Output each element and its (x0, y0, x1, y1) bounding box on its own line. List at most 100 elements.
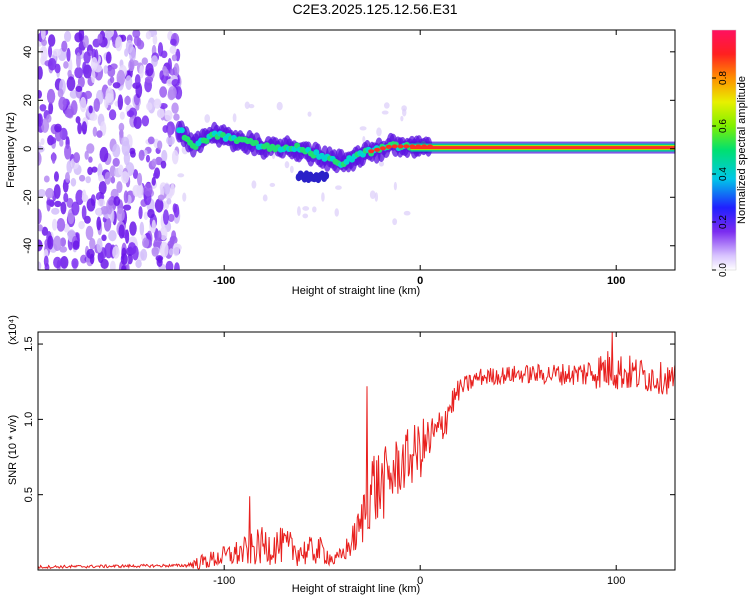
noise-blob (89, 112, 98, 121)
noise-blob (53, 171, 59, 182)
noise-blob (130, 150, 136, 158)
noise-blob (151, 158, 157, 168)
noise-blob (79, 96, 87, 113)
noise-blob (169, 68, 175, 76)
noise-blob (145, 62, 154, 77)
noise-blob (123, 190, 129, 204)
noise-blob (129, 221, 137, 236)
noise-blob (170, 183, 175, 196)
noise-blob (143, 183, 153, 197)
noise-blob (334, 208, 339, 217)
noise-blob (81, 189, 87, 202)
noise-blob (174, 262, 180, 270)
noise-blob (159, 241, 169, 258)
snr-y-multiplier: (x10⁴) (7, 315, 19, 345)
noise-blob (38, 189, 46, 198)
ridge-core (203, 138, 210, 145)
noise-blob (248, 103, 255, 109)
noise-blob (297, 206, 301, 217)
ridge-peak (427, 144, 433, 149)
noise-blob (154, 198, 164, 213)
ridge-peak (415, 144, 422, 149)
noise-blob (289, 165, 294, 174)
noise-blob (312, 206, 317, 213)
noise-blob (163, 68, 169, 77)
noise-blob (400, 115, 404, 122)
noise-blob (119, 111, 125, 120)
noise-blob (83, 51, 91, 64)
noise-blob (82, 35, 89, 48)
colorbar (712, 30, 736, 270)
snr-chart: -100 0 100 0.5 1.0 1.5 Height of straight lin… (7, 315, 676, 595)
noise-blob (81, 205, 87, 220)
noise-blob (51, 207, 60, 215)
noise-blob (128, 59, 135, 72)
noise-blob (140, 248, 148, 261)
noise-blob (57, 88, 64, 98)
noise-blob (51, 218, 58, 231)
spectrogram-y-tick-label: 20 (22, 94, 34, 106)
noise-blob (66, 76, 76, 91)
noise-blob (105, 87, 114, 103)
colorbar-tick-label: 0.4 (718, 167, 729, 181)
noise-blob (93, 98, 100, 112)
snr-y-axis-label: SNR (10 * v/v) (7, 415, 19, 485)
noise-blob (232, 113, 237, 123)
noise-blob (155, 156, 163, 166)
noise-blob (121, 171, 130, 184)
noise-blob (151, 176, 156, 186)
noise-blob (168, 248, 174, 256)
noise-blob (335, 185, 342, 190)
noise-blob (127, 253, 133, 265)
spectrogram-x-tick-label: 0 (417, 275, 423, 287)
noise-blob (159, 102, 168, 110)
colorbar-frame (711, 29, 737, 271)
noise-blob (172, 242, 180, 257)
noise-blob (393, 181, 397, 191)
colorbar-label: Normalized spectral amplitude (736, 76, 748, 224)
noise-blob (139, 221, 145, 236)
ridge-peak (421, 144, 428, 149)
ridge-peak (391, 144, 398, 149)
noise-blob (86, 143, 95, 154)
noise-blob (71, 258, 79, 269)
ridge-peak (374, 147, 381, 152)
noise-blob (167, 125, 172, 138)
figure-title: C2E3.2025.125.12.56.E31 (292, 1, 457, 17)
noise-blob (163, 183, 171, 195)
noise-blob (157, 194, 165, 201)
noise-blob (159, 226, 168, 241)
noise-blob (73, 152, 81, 164)
noise-blob (162, 209, 169, 225)
noise-blob (82, 61, 87, 75)
noise-blob (141, 57, 149, 65)
noise-blob (67, 69, 72, 78)
noise-blob (146, 102, 153, 111)
noise-blob (173, 63, 180, 77)
noise-blob (112, 157, 120, 167)
noise-blob (276, 101, 283, 111)
noise-blob (112, 245, 120, 259)
spectrogram-y-axis-label: Frequency (Hz) (5, 112, 17, 188)
noise-blob (166, 135, 175, 146)
noise-blob (302, 213, 309, 219)
noise-blob (71, 201, 80, 216)
noise-blob (99, 146, 109, 163)
colorbar-tick-label: 0.8 (718, 71, 729, 85)
noise-blob (152, 34, 158, 45)
noise-blob (86, 198, 96, 212)
noise-blob (124, 96, 132, 105)
noise-blob (38, 66, 43, 80)
noise-blob (66, 197, 74, 209)
noise-blob (116, 207, 125, 222)
noise-blob (107, 66, 116, 78)
noise-blob (108, 199, 114, 206)
noise-blob (121, 264, 127, 270)
noise-blob (116, 69, 126, 86)
noise-blob (173, 113, 180, 121)
noise-blob (60, 201, 67, 215)
noise-blob (362, 136, 366, 143)
noise-blob (65, 172, 70, 183)
noise-blob (74, 67, 84, 79)
